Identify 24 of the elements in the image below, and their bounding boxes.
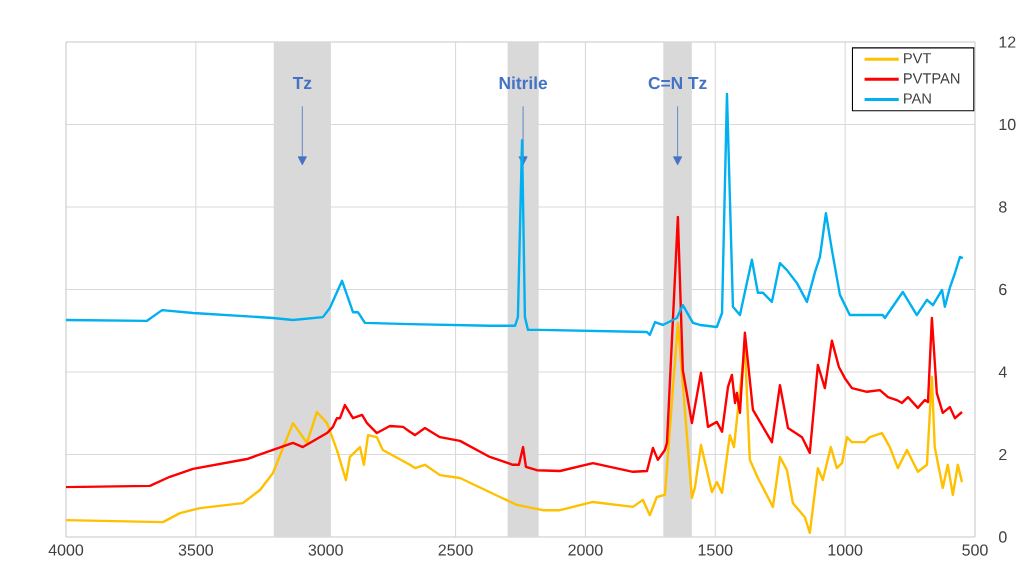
- y-tick-label: 12: [999, 36, 1016, 48]
- y-tick-label: 6: [999, 283, 1007, 296]
- band-label: C=N Tz: [648, 76, 707, 90]
- y-tick-label: 8: [999, 201, 1007, 213]
- line-series: [65, 215, 964, 489]
- x-tick-label: 3000: [308, 544, 343, 556]
- x-tick-label: 3500: [178, 544, 214, 556]
- y-tick-label: 0: [999, 531, 1007, 543]
- x-tick-label: 500: [962, 544, 988, 556]
- band-label: Nitrile: [499, 76, 548, 90]
- band-label: Tz: [292, 77, 312, 90]
- legend-label: PVT: [904, 53, 932, 64]
- x-tick-label: 2000: [568, 544, 603, 556]
- line-series: [65, 321, 964, 535]
- legend-label: PAN: [904, 93, 931, 104]
- x-tick-label: 4000: [48, 544, 84, 556]
- y-tick-label: 2: [999, 448, 1007, 461]
- x-tick-label: 2500: [438, 544, 473, 556]
- y-tick-label: 4: [998, 366, 1007, 378]
- x-tick-label: 1000: [828, 544, 863, 556]
- legend-label: PVTPAN: [904, 73, 960, 84]
- y-tick-label: 10: [999, 118, 1016, 131]
- line-series: [65, 92, 964, 337]
- x-tick-label: 1500: [698, 544, 733, 556]
